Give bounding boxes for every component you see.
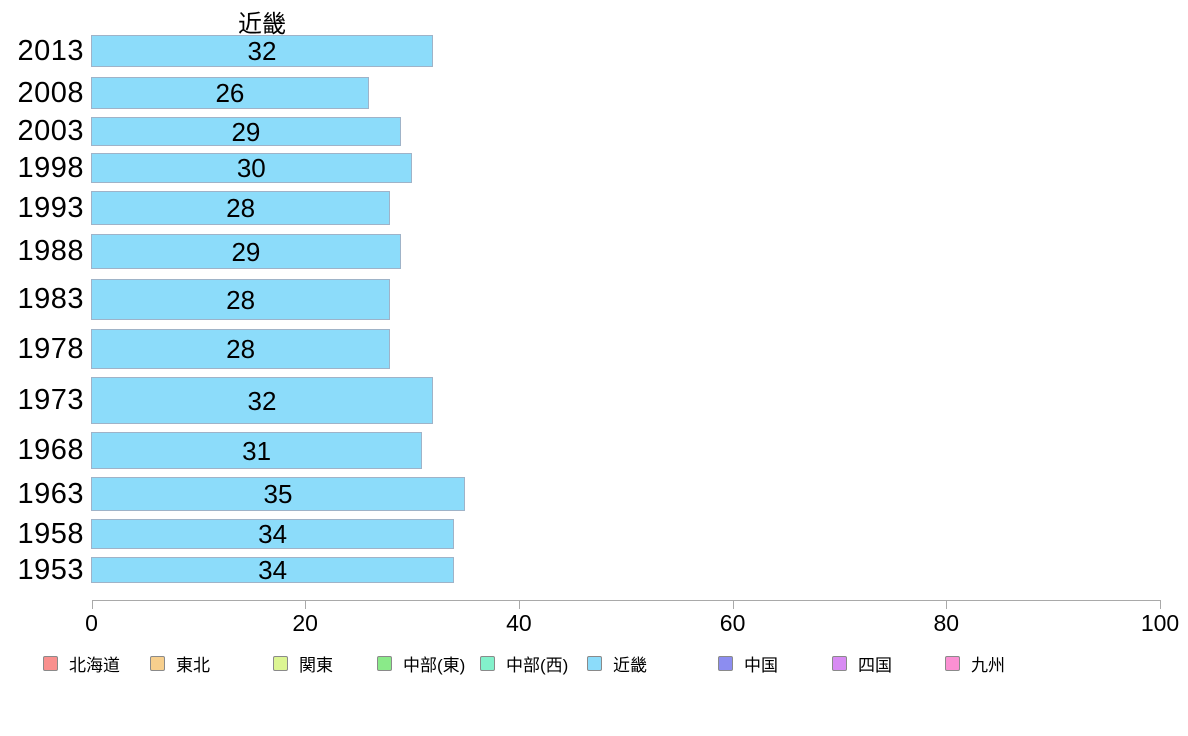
bar-value-label: 29 bbox=[231, 236, 261, 267]
bar-value-label: 34 bbox=[258, 555, 288, 585]
y-axis-category-label: 1988 bbox=[17, 235, 84, 267]
bar-value-label: 34 bbox=[258, 519, 288, 549]
x-axis-tick bbox=[518, 600, 520, 609]
x-axis-tick-label: 80 bbox=[933, 610, 960, 636]
legend-item: 東北 bbox=[150, 651, 210, 676]
y-axis-category-label: 1958 bbox=[17, 517, 84, 550]
x-axis-tick-label: 60 bbox=[719, 610, 746, 636]
chart-title: 近畿 bbox=[238, 11, 286, 38]
legend-item: 九州 bbox=[945, 651, 1005, 676]
legend-swatch bbox=[377, 656, 392, 671]
bar: 29 bbox=[91, 234, 401, 269]
bar-value-label: 29 bbox=[231, 116, 261, 147]
legend-item: 四国 bbox=[832, 651, 892, 676]
bar-value-label: 32 bbox=[247, 385, 277, 416]
x-axis-tick bbox=[91, 600, 93, 609]
bar-value-label: 26 bbox=[215, 78, 245, 108]
legend-label: 九州 bbox=[971, 656, 1005, 675]
bar: 35 bbox=[91, 477, 465, 511]
legend-label: 東北 bbox=[176, 656, 210, 675]
y-axis-category-label: 1983 bbox=[17, 283, 84, 315]
x-axis-tick bbox=[305, 600, 307, 609]
legend-label: 四国 bbox=[858, 656, 892, 675]
bar: 29 bbox=[91, 117, 401, 146]
legend-item: 中部(西) bbox=[480, 651, 568, 676]
legend-swatch bbox=[587, 656, 602, 671]
x-axis-line bbox=[91, 600, 1160, 601]
bar-value-label: 28 bbox=[226, 284, 256, 315]
y-axis-category-label: 2013 bbox=[17, 34, 84, 67]
bar: 32 bbox=[91, 35, 433, 67]
bar: 28 bbox=[91, 329, 391, 369]
legend-swatch bbox=[832, 656, 847, 671]
legend-swatch bbox=[273, 656, 288, 671]
legend-swatch bbox=[43, 656, 58, 671]
y-axis-category-label: 1978 bbox=[17, 332, 84, 365]
bar: 28 bbox=[91, 191, 391, 225]
y-axis-category-label: 1973 bbox=[17, 384, 84, 416]
bar: 34 bbox=[91, 519, 455, 549]
legend-swatch bbox=[480, 656, 495, 671]
legend-swatch bbox=[945, 656, 960, 671]
legend-label: 北海道 bbox=[69, 656, 120, 675]
y-axis-category-label: 2003 bbox=[17, 115, 84, 147]
bar-value-label: 35 bbox=[263, 479, 293, 509]
x-axis-tick-label: 100 bbox=[1140, 610, 1180, 636]
x-axis-tick bbox=[1160, 600, 1161, 609]
legend-label: 中部(西) bbox=[506, 656, 569, 675]
legend-item: 近畿 bbox=[587, 651, 647, 676]
bar-value-label: 32 bbox=[247, 36, 277, 66]
bar: 31 bbox=[91, 432, 423, 469]
y-axis-category-label: 2008 bbox=[17, 76, 84, 109]
y-axis-category-label: 1968 bbox=[17, 434, 84, 466]
legend-item: 北海道 bbox=[43, 651, 120, 676]
x-axis-tick bbox=[946, 600, 948, 609]
bar-value-label: 30 bbox=[236, 153, 266, 183]
legend-label: 中国 bbox=[744, 656, 778, 675]
y-axis-category-label: 1993 bbox=[17, 191, 84, 224]
x-axis-tick bbox=[732, 600, 734, 609]
legend-item: 中部(東) bbox=[377, 651, 465, 676]
bar: 34 bbox=[91, 555, 455, 585]
legend-label: 近畿 bbox=[613, 656, 647, 675]
bar: 30 bbox=[91, 153, 412, 183]
x-axis-tick-label: 0 bbox=[85, 610, 98, 636]
legend-item: 中国 bbox=[718, 651, 778, 676]
bar: 26 bbox=[91, 77, 369, 109]
legend-swatch bbox=[718, 656, 733, 671]
legend-swatch bbox=[150, 656, 165, 671]
legend-label: 中部(東) bbox=[403, 656, 466, 675]
y-axis-category-label: 1963 bbox=[17, 477, 84, 510]
bar-value-label: 31 bbox=[242, 435, 272, 466]
y-axis-category-label: 1953 bbox=[17, 553, 84, 586]
bar-value-label: 28 bbox=[226, 334, 256, 364]
legend-item: 関東 bbox=[273, 651, 333, 676]
legend-label: 関東 bbox=[299, 656, 333, 675]
bar-value-label: 28 bbox=[226, 193, 256, 223]
x-axis-tick-label: 20 bbox=[292, 610, 318, 636]
bar: 32 bbox=[91, 377, 433, 424]
bar: 28 bbox=[91, 279, 391, 320]
x-axis-tick-label: 40 bbox=[506, 610, 532, 636]
y-axis-category-label: 1998 bbox=[17, 151, 84, 184]
